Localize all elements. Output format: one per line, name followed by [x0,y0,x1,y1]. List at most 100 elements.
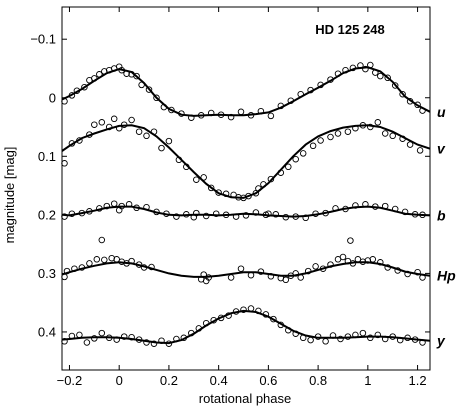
y-tick-label: −0.1 [30,32,56,47]
data-point-Hp [327,261,334,268]
data-point-u [91,75,98,82]
data-point-u [153,94,160,102]
data-point-u [168,106,175,114]
band-label-Hp: Hp [437,268,456,284]
data-point-u [197,112,205,119]
data-point-b [86,208,93,215]
data-point-u [178,110,185,117]
data-point-b [411,211,419,218]
data-point-y [173,335,180,343]
data-point-v [86,131,93,138]
data-point-u [334,70,342,77]
data-point-b [252,209,260,216]
data-point-v [235,194,242,201]
data-point-y [188,329,195,337]
data-point-v [381,130,389,137]
data-point-u [419,107,426,114]
data-point-b [153,208,160,216]
data-point-y [120,333,128,340]
data-point-b [110,200,118,207]
data-point-y [165,340,173,347]
data-point-Hp [140,264,148,271]
data-point-y [76,331,83,339]
data-point-u [73,87,81,94]
data-point-b [312,210,319,217]
data-point-y [68,332,76,340]
data-point-u [247,112,255,119]
data-point-v [277,169,285,176]
data-point-u [237,108,245,116]
data-point-Hp [205,274,212,281]
data-point-v [207,184,215,192]
data-point-u [227,113,235,121]
data-point-Hp [148,263,155,271]
data-point-u [414,101,421,109]
data-point-y [307,336,314,344]
data-point-u [317,81,324,89]
data-point-y [396,336,404,344]
data-point-y [337,335,344,343]
data-point-v [91,121,98,128]
data-point-v [374,119,382,126]
data-point-y [262,311,270,318]
data-point-b [322,209,329,217]
data-point-u [297,90,304,98]
data-point-b [115,206,123,214]
data-point-u [362,65,369,73]
y-tick-label: 0.1 [38,149,56,164]
data-point-Hp [93,256,101,263]
data-point-u [287,97,295,104]
data-point-y [232,308,240,315]
data-point-v [334,130,342,137]
data-point-y [299,334,307,342]
data-point-v [68,140,76,147]
data-point-y [419,339,426,346]
data-point-Hp [297,274,304,281]
data-point-Hp [394,267,401,274]
data-point-y [381,335,389,343]
data-point-v [260,181,267,188]
series-b [61,200,431,244]
data-point-y [98,329,106,337]
data-point-b [96,205,103,212]
data-point-b [68,210,76,217]
data-point-y [91,335,98,342]
data-point-b [98,236,106,244]
data-point-v [359,122,367,129]
data-point-v [193,176,200,183]
data-point-v [285,163,292,171]
data-point-Hp [414,268,421,276]
plot-frame [61,6,431,371]
data-point-v [143,132,150,140]
data-point-Hp [135,261,143,268]
data-point-v [158,144,165,152]
data-point-Hp [247,271,255,279]
data-point-Hp [304,267,312,275]
x-tick-label: 0.4 [210,373,228,388]
x-tick-label: −0.2 [57,373,83,388]
data-point-y [225,312,232,319]
data-point-b [352,202,359,209]
data-point-v [215,189,222,196]
data-point-y [83,339,91,346]
band-label-y: y [436,333,446,349]
data-point-Hp [354,256,362,263]
data-point-b [391,205,399,213]
data-point-b [272,211,280,218]
data-point-u [367,61,374,69]
data-point-b [401,208,409,216]
series-v [61,115,431,202]
data-point-y [240,306,247,313]
data-point-v [352,124,359,132]
data-point-y [374,331,382,339]
data-point-v [128,116,135,124]
data-point-y [135,336,143,343]
data-point-u [123,70,130,77]
data-point-y [217,314,225,322]
data-point-u [372,69,379,76]
data-point-b [282,213,290,221]
data-point-b [202,212,210,220]
data-point-Hp [404,270,411,278]
data-point-u [406,98,414,105]
data-point-v [115,124,123,132]
